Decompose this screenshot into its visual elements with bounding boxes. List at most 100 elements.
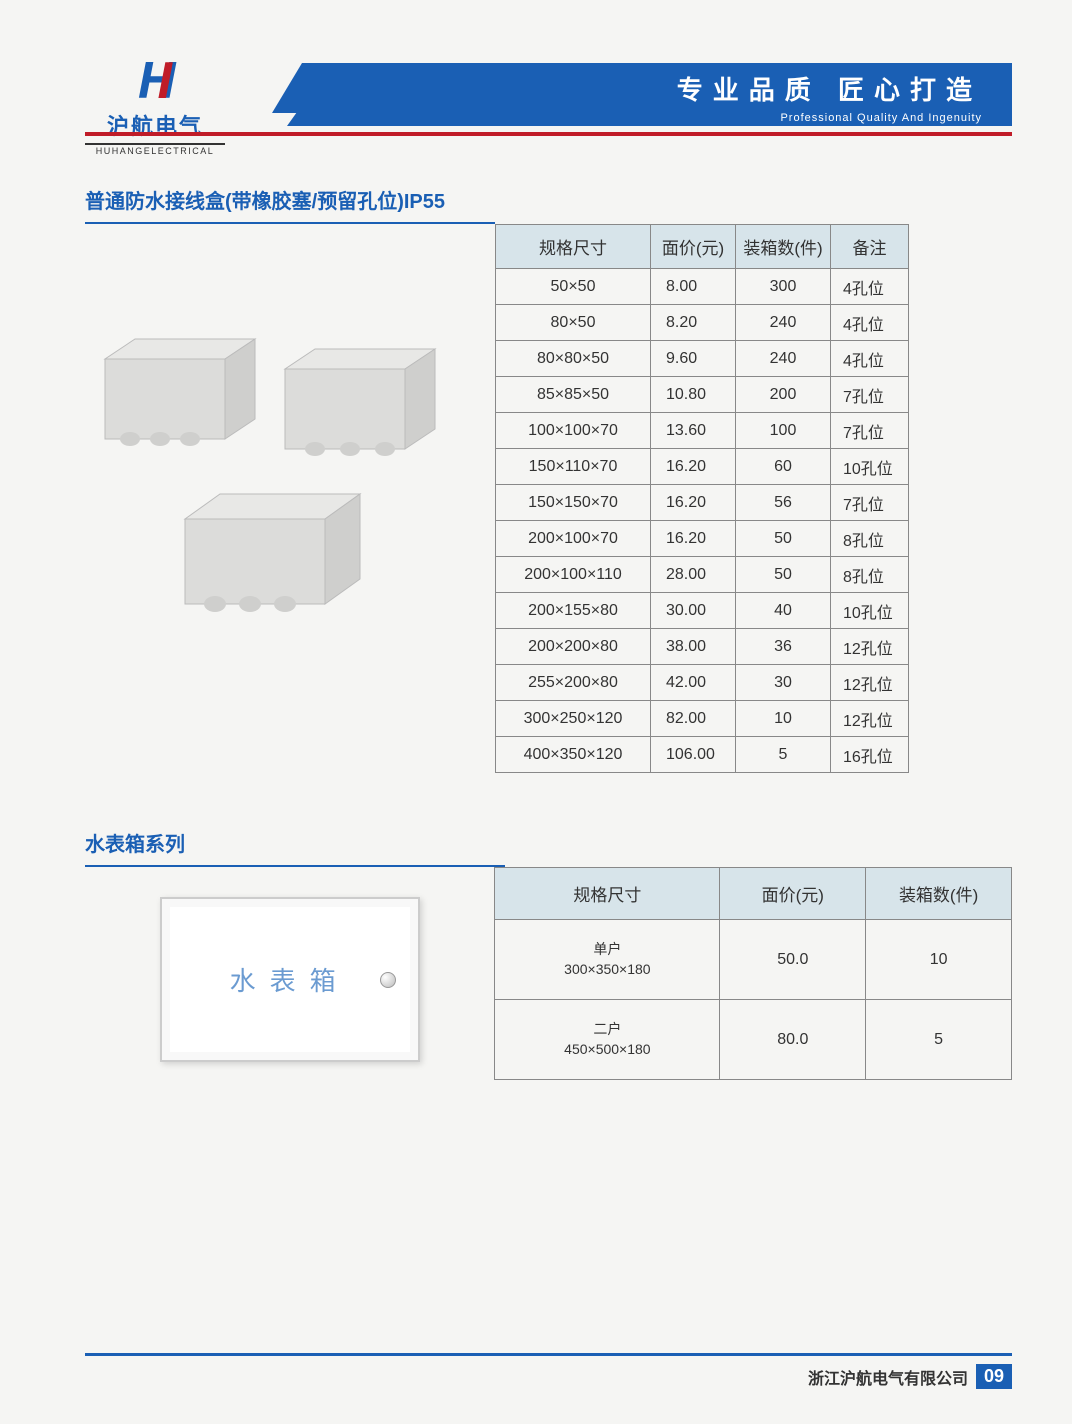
- cell-note: 8孔位: [831, 557, 909, 593]
- table-row: 200×100×110 28.00 50 8孔位: [496, 557, 909, 593]
- header-banner: 专业品质 匠心打造 Professional Quality And Ingen…: [272, 63, 1012, 121]
- cell-note: 10孔位: [831, 593, 909, 629]
- cell-size: 80×80×50: [496, 341, 651, 377]
- cell-size: 200×100×110: [496, 557, 651, 593]
- cell-qty: 5: [866, 1000, 1012, 1080]
- table-header: 规格尺寸: [496, 225, 651, 269]
- cell-price: 30.00: [651, 593, 736, 629]
- logo-text-en: HUHANGELECTRICAL: [85, 143, 225, 156]
- meter-box-illustration: 水表箱: [160, 897, 420, 1062]
- table-header: 规格尺寸: [495, 868, 720, 920]
- cell-qty: 40: [736, 593, 831, 629]
- cell-price: 82.00: [651, 701, 736, 737]
- table-row: 400×350×120 106.00 5 16孔位: [496, 737, 909, 773]
- cell-qty: 300: [736, 269, 831, 305]
- cell-qty: 50: [736, 557, 831, 593]
- cell-size: 单户300×350×180: [495, 920, 720, 1000]
- cell-price: 13.60: [651, 413, 736, 449]
- cell-size: 50×50: [496, 269, 651, 305]
- cell-price: 106.00: [651, 737, 736, 773]
- cell-qty: 50: [736, 521, 831, 557]
- logo-icon: HI: [85, 55, 225, 107]
- table-header: 面价(元): [651, 225, 736, 269]
- cell-size: 85×85×50: [496, 377, 651, 413]
- cell-price: 10.80: [651, 377, 736, 413]
- cell-note: 4孔位: [831, 305, 909, 341]
- cell-price: 16.20: [651, 485, 736, 521]
- cell-qty: 60: [736, 449, 831, 485]
- cell-note: 7孔位: [831, 413, 909, 449]
- cell-price: 8.00: [651, 269, 736, 305]
- knob-icon: [380, 972, 396, 988]
- page-footer: 浙江沪航电气有限公司 09: [85, 1353, 1012, 1389]
- cell-note: 12孔位: [831, 701, 909, 737]
- cell-size: 150×150×70: [496, 485, 651, 521]
- cell-size: 二户450×500×180: [495, 1000, 720, 1080]
- page-number: 09: [976, 1364, 1012, 1389]
- cell-qty: 56: [736, 485, 831, 521]
- cell-price: 38.00: [651, 629, 736, 665]
- cell-price: 9.60: [651, 341, 736, 377]
- cell-qty: 10: [866, 920, 1012, 1000]
- table-row: 二户450×500×180 80.0 5: [495, 1000, 1012, 1080]
- product-image-meterbox: 水表箱: [85, 867, 494, 1062]
- cell-price: 28.00: [651, 557, 736, 593]
- cell-price: 16.20: [651, 521, 736, 557]
- table-header: 面价(元): [720, 868, 866, 920]
- banner-slogan-cn: 专业品质 匠心打造: [677, 70, 982, 107]
- cell-qty: 240: [736, 341, 831, 377]
- footer-company: 浙江沪航电气有限公司: [808, 1365, 968, 1389]
- cell-note: 12孔位: [831, 665, 909, 701]
- cell-note: 12孔位: [831, 629, 909, 665]
- cell-size: 100×100×70: [496, 413, 651, 449]
- table-row: 50×50 8.00 300 4孔位: [496, 269, 909, 305]
- cell-size: 255×200×80: [496, 665, 651, 701]
- cell-note: 4孔位: [831, 341, 909, 377]
- cell-note: 7孔位: [831, 485, 909, 521]
- cell-size: 200×200×80: [496, 629, 651, 665]
- section2-title: 水表箱系列: [85, 828, 1012, 857]
- table-row: 300×250×120 82.00 10 12孔位: [496, 701, 909, 737]
- logo-block: HI 沪航电气 HUHANGELECTRICAL: [85, 55, 225, 156]
- junction-boxes-icon: [85, 279, 445, 639]
- spec-table-2: 规格尺寸面价(元)装箱数(件) 单户300×350×180 50.0 10 二户…: [494, 867, 1012, 1080]
- table-row: 80×50 8.20 240 4孔位: [496, 305, 909, 341]
- cell-price: 42.00: [651, 665, 736, 701]
- cell-size: 150×110×70: [496, 449, 651, 485]
- header-red-rule: [85, 132, 1012, 136]
- cell-note: 8孔位: [831, 521, 909, 557]
- table-row: 200×155×80 30.00 40 10孔位: [496, 593, 909, 629]
- product-image-boxes: [85, 224, 495, 644]
- cell-qty: 10: [736, 701, 831, 737]
- meter-box-label: 水表箱: [230, 961, 350, 998]
- cell-price: 80.0: [720, 1000, 866, 1080]
- table-row: 80×80×50 9.60 240 4孔位: [496, 341, 909, 377]
- table-row: 150×110×70 16.20 60 10孔位: [496, 449, 909, 485]
- cell-qty: 5: [736, 737, 831, 773]
- cell-qty: 36: [736, 629, 831, 665]
- table-row: 100×100×70 13.60 100 7孔位: [496, 413, 909, 449]
- cell-qty: 240: [736, 305, 831, 341]
- cell-price: 50.0: [720, 920, 866, 1000]
- cell-qty: 100: [736, 413, 831, 449]
- table-header: 装箱数(件): [866, 868, 1012, 920]
- cell-size: 400×350×120: [496, 737, 651, 773]
- table-row: 150×150×70 16.20 56 7孔位: [496, 485, 909, 521]
- spec-table-1: 规格尺寸面价(元)装箱数(件)备注 50×50 8.00 300 4孔位 80×…: [495, 224, 909, 773]
- table-row: 200×100×70 16.20 50 8孔位: [496, 521, 909, 557]
- cell-note: 4孔位: [831, 269, 909, 305]
- table-header: 装箱数(件): [736, 225, 831, 269]
- footer-rule: [85, 1353, 1012, 1356]
- cell-note: 16孔位: [831, 737, 909, 773]
- cell-size: 200×100×70: [496, 521, 651, 557]
- cell-price: 16.20: [651, 449, 736, 485]
- cell-qty: 200: [736, 377, 831, 413]
- cell-note: 10孔位: [831, 449, 909, 485]
- table-header: 备注: [831, 225, 909, 269]
- cell-size: 80×50: [496, 305, 651, 341]
- banner-slogan-en: Professional Quality And Ingenuity: [272, 112, 1012, 126]
- table-row: 85×85×50 10.80 200 7孔位: [496, 377, 909, 413]
- logo-text-cn: 沪航电气: [85, 109, 225, 141]
- table-row: 200×200×80 38.00 36 12孔位: [496, 629, 909, 665]
- table-row: 255×200×80 42.00 30 12孔位: [496, 665, 909, 701]
